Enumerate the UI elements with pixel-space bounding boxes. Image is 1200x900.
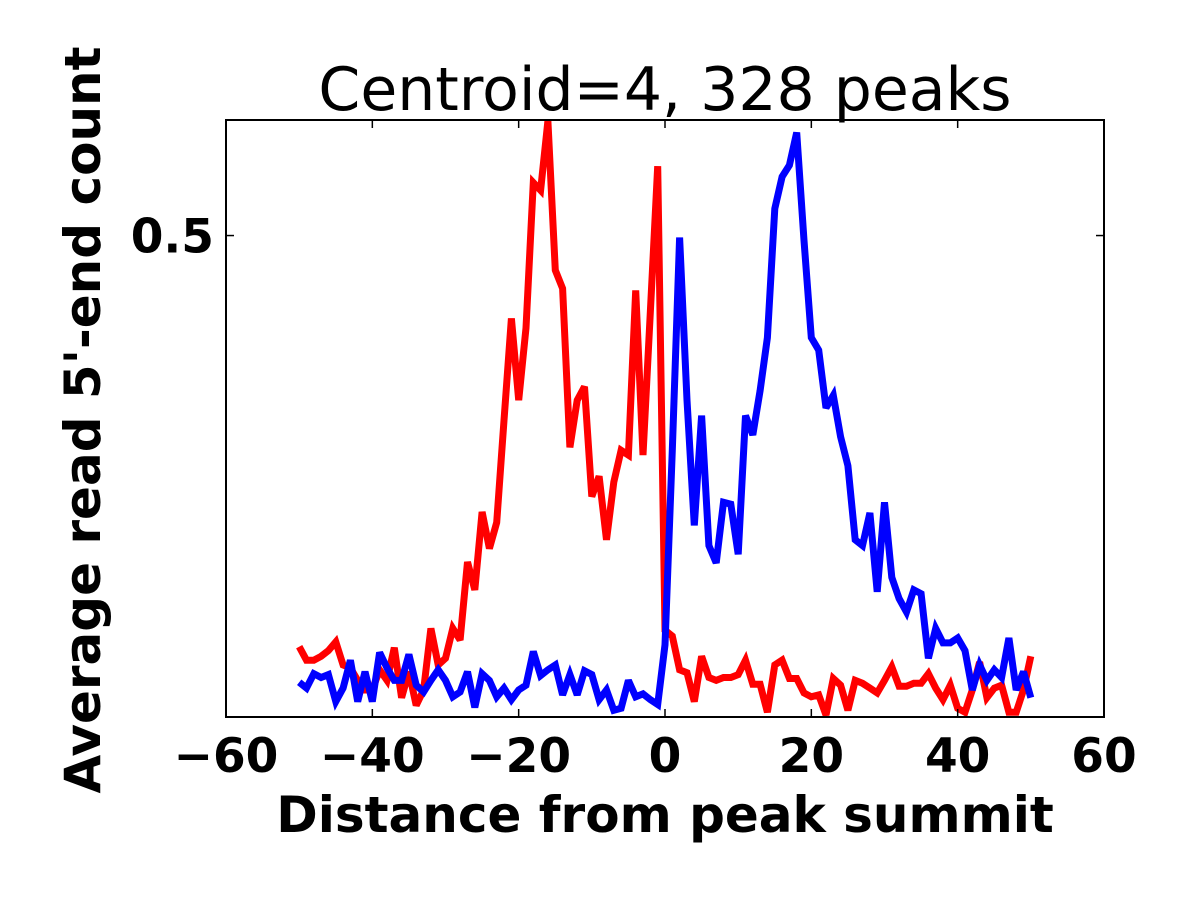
series-layer [296,120,1035,717]
x-tick-label: 20 [779,729,844,784]
series-line-blue [297,131,1035,715]
x-axis-label: Distance from peak summit [276,786,1054,844]
x-tick-label: 60 [1071,729,1136,784]
tick-layer: −60 −40 −20 0 20 40 60 0.5 [131,120,1137,784]
x-tick-label: 0 [649,729,682,784]
y-tick-label: 0.5 [131,210,214,265]
x-tick-label: −20 [466,729,571,784]
x-tick-label: −60 [174,729,279,784]
x-tick-label: −40 [320,729,425,784]
y-axis-label: Average read 5'-end count [54,46,112,793]
chart-title: Centroid=4, 328 peaks [318,55,1011,125]
x-tick-label: 40 [925,729,990,784]
